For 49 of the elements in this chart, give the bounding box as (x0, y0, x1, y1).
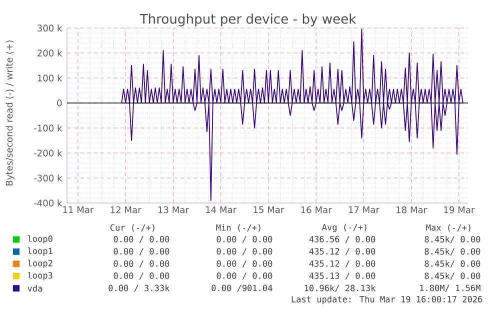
y-tick-label: 200 k (38, 49, 62, 56)
text: 8.45k/ 0.00 (424, 248, 480, 256)
text: Cur (-/+) (110, 224, 154, 232)
text: Last update: Thu Mar 19 16:00:17 2026 (292, 296, 482, 304)
y-tick-label: 0 (57, 100, 62, 106)
text: 435.12 / 0.00 (309, 248, 376, 256)
text: 0.00 / 0.00 (114, 272, 170, 280)
x-tick-label: 15 Mar (254, 206, 284, 214)
y-tick-label: -100 k (34, 124, 62, 132)
y-tick-label: -200 k (34, 149, 62, 156)
x-tick-label: 19 Mar (444, 206, 475, 214)
legend-label: loop2 (28, 260, 52, 268)
text: 0.00 / 0.00 (216, 272, 272, 280)
text: Max (-/+) (426, 224, 470, 232)
x-tick-label: 13 Mar (158, 206, 189, 214)
x-tick-label: 14 Mar (206, 206, 237, 214)
legend-label: loop0 (28, 235, 52, 244)
y-tick-label: 300 k (38, 24, 62, 32)
text: 0.00 / 0.00 (216, 248, 272, 256)
text: 0.00 / 3.33k (108, 284, 170, 292)
text: 10.96k/ 28.13k (304, 284, 376, 292)
text: 435.13 / 0.00 (309, 272, 376, 280)
text: 435.12 / 0.00 (309, 260, 376, 268)
text: 436.56 / 0.00 (309, 236, 376, 244)
text: 0.00 / 0.00 (114, 236, 170, 244)
text: 0.00 / 0.00 (114, 260, 170, 268)
legend-label: loop3 (28, 272, 52, 280)
text: Min (-/+) (216, 224, 260, 232)
text: 8.45k/ 0.00 (424, 260, 480, 268)
text: 0.00 / 0.00 (216, 260, 272, 268)
x-tick-label: 16 Mar (301, 206, 332, 214)
y-axis-title: Bytes/second read (-) / write (+) (6, 40, 14, 186)
x-tick-label: 17 Mar (348, 206, 380, 214)
y-tick-label: 100 k (38, 74, 62, 82)
y-tick-label: -300 k (34, 174, 62, 182)
y-tick-label: -400 k (34, 199, 62, 206)
x-tick-label: 18 Mar (396, 206, 428, 214)
text: 8.45k/ 0.00 (424, 272, 480, 280)
legend-label: loop1 (28, 248, 52, 256)
text: 1.80M/ 1.56M (420, 284, 480, 292)
text: Avg (-/+) (322, 224, 366, 232)
x-tick-label: 11 Mar (63, 206, 94, 214)
text: 8.45k/ 0.00 (424, 236, 480, 244)
text: 0.00 /901.04 (212, 284, 272, 292)
text: 0.00 / 0.00 (216, 236, 272, 244)
text: 0.00 / 0.00 (114, 248, 170, 256)
chart-title: Throughput per device - by week (140, 14, 356, 26)
x-tick-label: 12 Mar (110, 206, 142, 214)
legend-label: vda (28, 284, 42, 292)
